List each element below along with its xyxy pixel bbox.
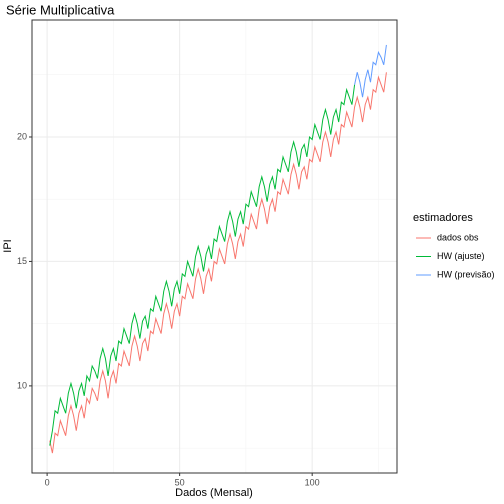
x-tick-label: 50 xyxy=(175,477,185,487)
panel-border xyxy=(31,19,398,474)
chart-title: Série Multiplicativa xyxy=(6,2,115,17)
series-line xyxy=(49,84,356,446)
legend-title: estimadores xyxy=(413,212,473,224)
series-line xyxy=(49,72,387,454)
legend-label: HW (ajuste) xyxy=(437,251,485,261)
y-axis-label: IPI xyxy=(2,239,14,252)
x-axis-label: Dados (Mensal) xyxy=(175,487,253,499)
x-tick-label: 100 xyxy=(305,477,320,487)
y-tick-label: 15 xyxy=(17,256,27,266)
y-tick-label: 10 xyxy=(17,380,27,390)
legend-label: HW (previsão) xyxy=(437,269,495,279)
x-tick-label: 0 xyxy=(45,477,50,487)
legend-label: dados obs xyxy=(437,232,479,242)
plot-panel xyxy=(32,20,397,473)
series-line xyxy=(354,44,387,98)
y-tick-label: 20 xyxy=(17,131,27,141)
